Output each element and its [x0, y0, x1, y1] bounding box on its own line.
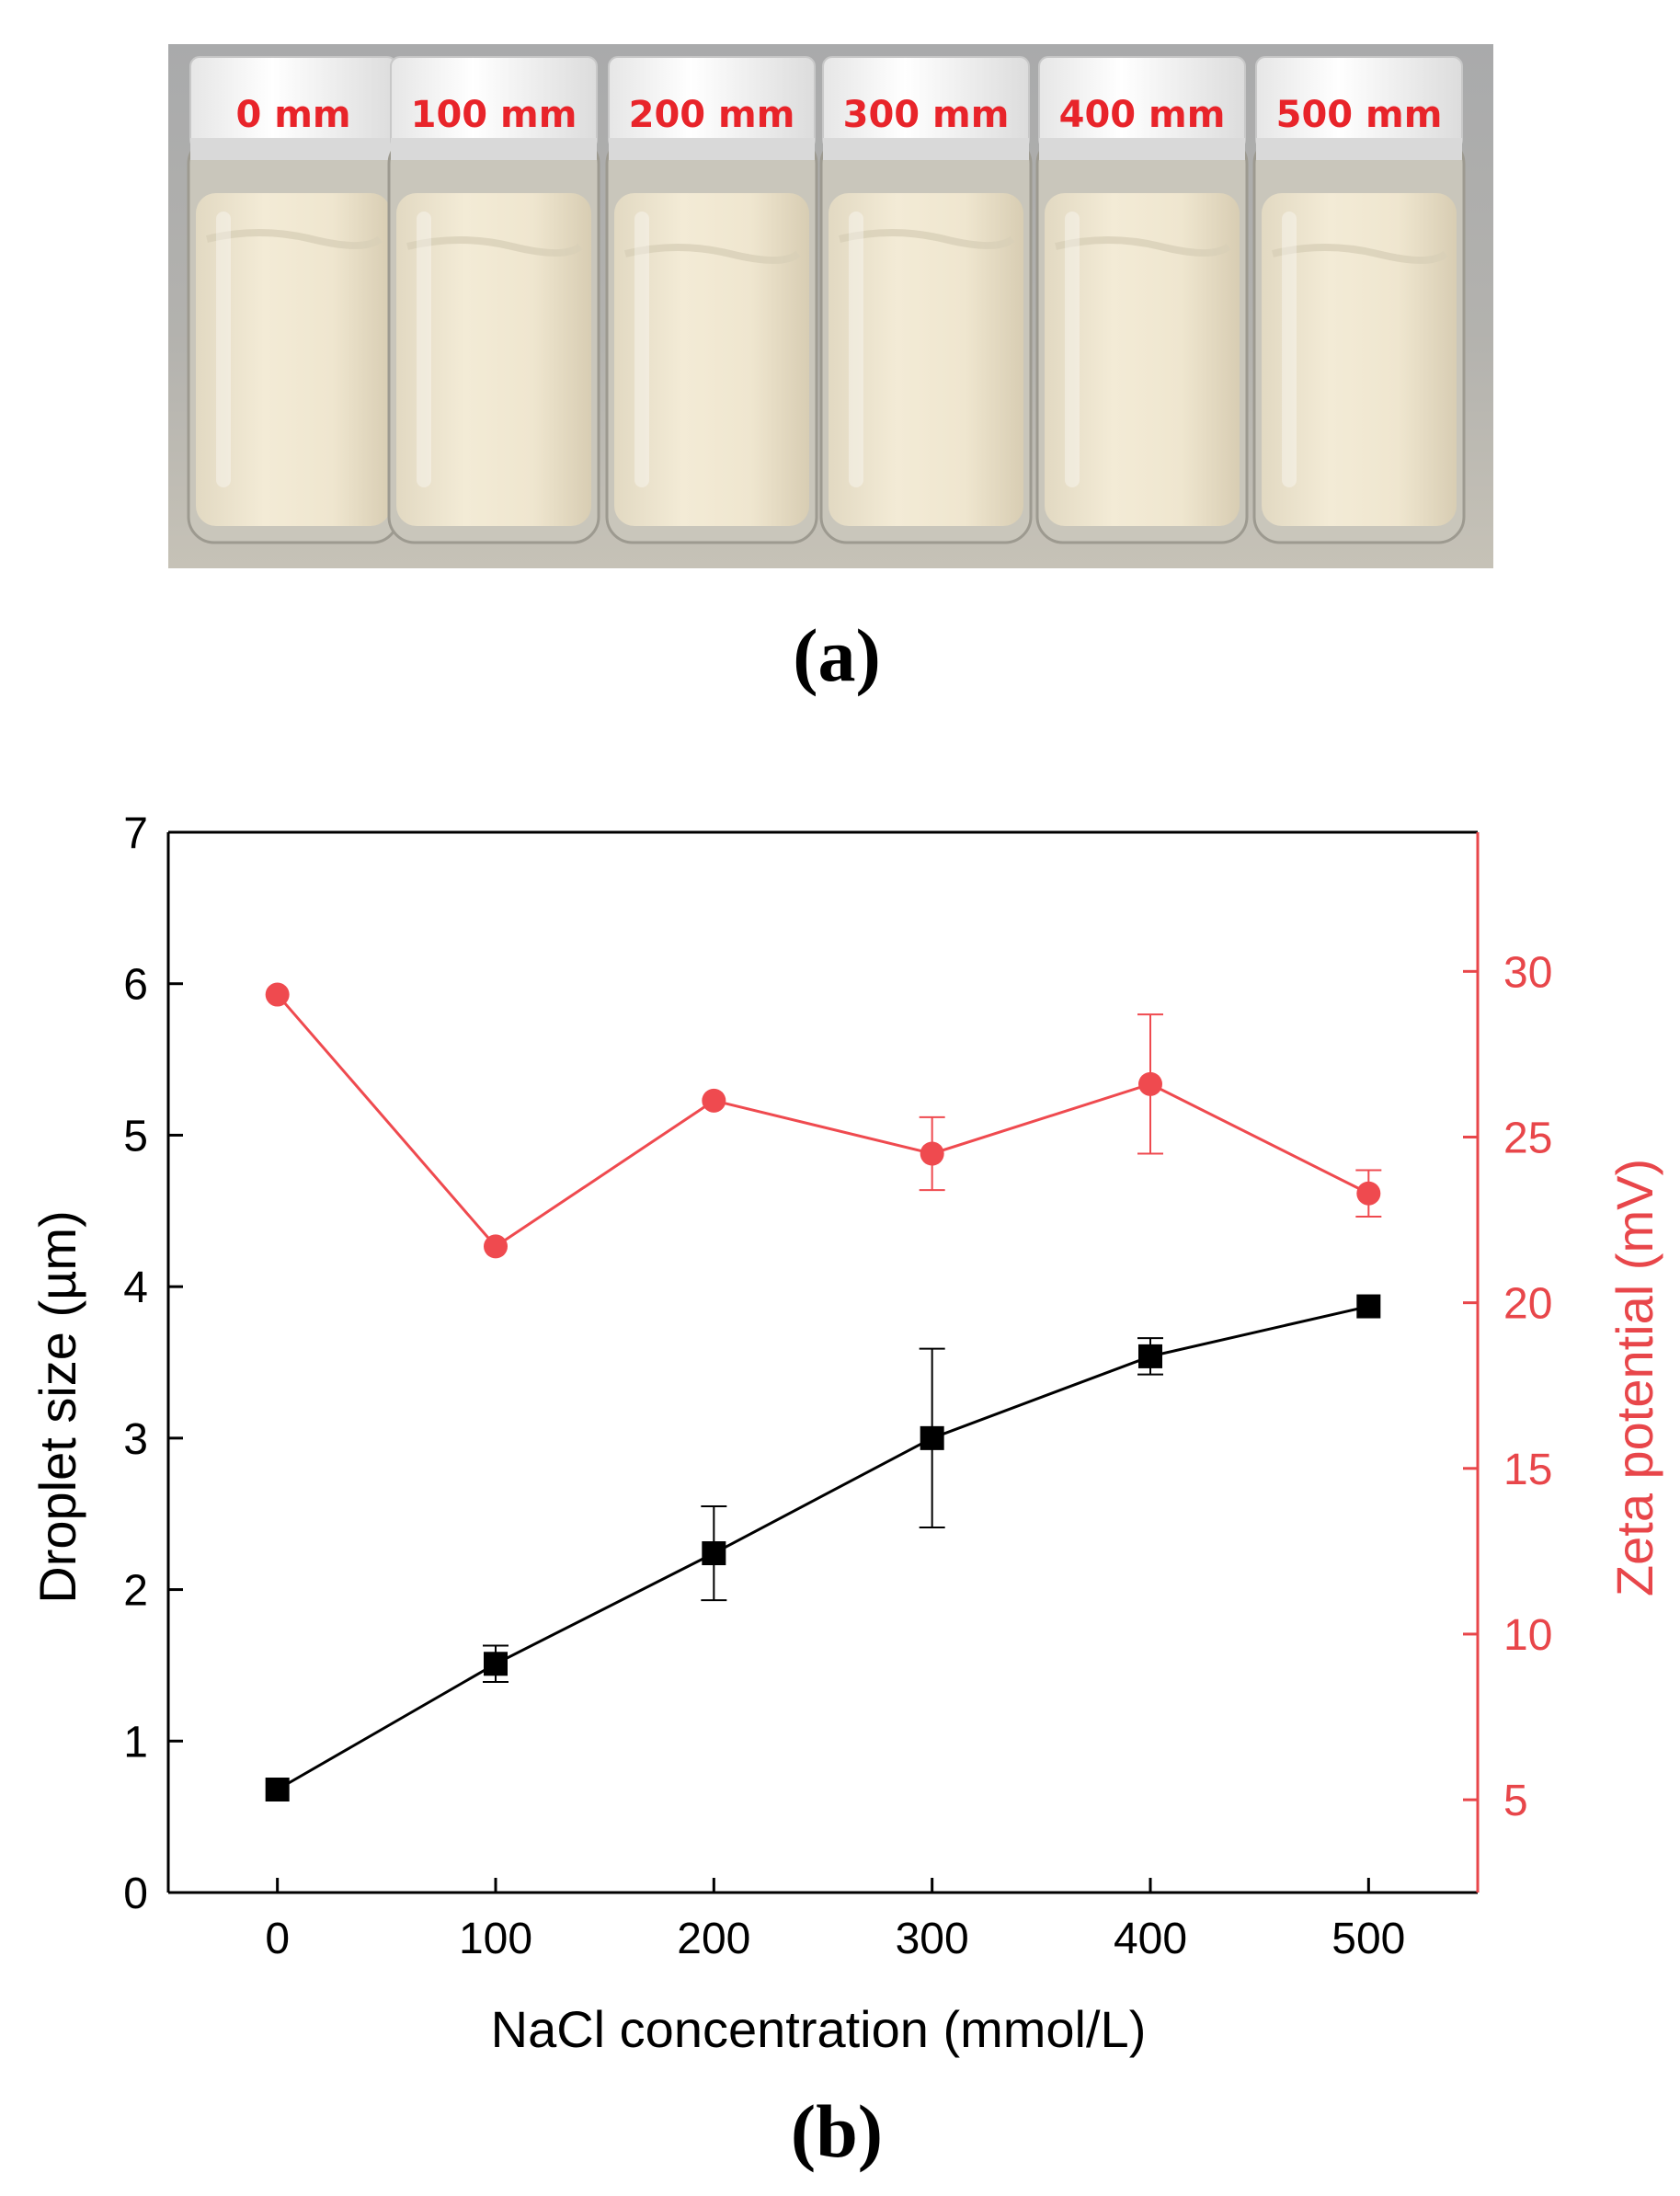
x-tick-label: 100 — [459, 1915, 532, 1963]
y-tick-label-right: 15 — [1503, 1446, 1552, 1494]
vial-highlight — [1282, 212, 1297, 487]
vial-label: 0 mm — [235, 94, 350, 136]
data-point — [1138, 1344, 1162, 1368]
vial: 400 mm — [1035, 56, 1249, 544]
series-line — [276, 1305, 1369, 1791]
vial-label: 300 mm — [843, 94, 1010, 136]
vial-neck — [190, 138, 396, 160]
vial-cream-layer — [206, 229, 383, 249]
vial-group: 0 mm 100 mm 200 mm 300 mm 400 mm 500 mm — [187, 56, 1466, 544]
data-point — [265, 1777, 290, 1801]
y-tick-label-right: 25 — [1503, 1114, 1552, 1162]
vial-cream-layer — [1055, 236, 1231, 257]
plot-area: 0 100 200 300 400 500 0 1 2 3 4 5 6 7 5 10 15 20 25 30 — [123, 809, 1552, 1963]
data-point — [702, 1541, 726, 1566]
vial-cream-layer — [839, 229, 1015, 249]
vial-label: 500 mm — [1276, 94, 1443, 136]
vial-label: 400 mm — [1059, 94, 1226, 136]
y-axis-title-right: Zeta potential (mV) — [1606, 1159, 1663, 1596]
data-point — [1356, 1294, 1381, 1319]
data-point — [265, 982, 290, 1007]
vial-neck — [609, 138, 815, 160]
x-axis-title: NaCl concentration (mmol/L) — [491, 2000, 1147, 2058]
vial-neck — [1039, 138, 1245, 160]
vial-neck — [1256, 138, 1462, 160]
y-tick-label-right: 20 — [1503, 1280, 1552, 1329]
x-tick-label: 500 — [1331, 1915, 1405, 1963]
y-tick-label-left: 7 — [123, 809, 148, 858]
vial: 0 mm — [187, 56, 400, 544]
vial-highlight — [216, 212, 231, 487]
data-point — [1138, 1071, 1162, 1096]
series-line — [276, 993, 1370, 1249]
vial-emulsion — [396, 193, 591, 526]
data-point — [484, 1652, 508, 1676]
y-tick-label-right: 5 — [1503, 1777, 1528, 1825]
panel-label-a: (a) — [793, 613, 881, 697]
vial: 500 mm — [1252, 56, 1466, 544]
y-tick-label-right: 30 — [1503, 948, 1552, 997]
y-tick-label-left: 4 — [123, 1264, 148, 1312]
vial-emulsion — [829, 193, 1023, 526]
series-zeta-potential — [265, 982, 1382, 1259]
photo-panel: 0 mm 100 mm 200 mm 300 mm 400 mm 500 mm (a) — [168, 44, 1493, 697]
vial: 300 mm — [819, 56, 1033, 544]
y-tick-label-left: 1 — [123, 1718, 148, 1767]
vial-highlight — [417, 212, 431, 487]
data-point — [920, 1425, 944, 1450]
vial-highlight — [634, 212, 649, 487]
data-point — [484, 1234, 508, 1259]
data-point — [920, 1141, 944, 1166]
vial: 100 mm — [387, 56, 600, 544]
vial: 200 mm — [605, 56, 818, 544]
x-tick-label: 0 — [265, 1915, 290, 1963]
vial-neck — [823, 138, 1029, 160]
y-tick-label-left: 2 — [123, 1567, 148, 1616]
vial-cream-layer — [406, 236, 583, 257]
y-tick-label-left: 0 — [123, 1870, 148, 1918]
data-point — [1356, 1181, 1381, 1206]
vial-emulsion — [614, 193, 809, 526]
y-tick-label-left: 5 — [123, 1112, 148, 1161]
y-tick-label-right: 10 — [1503, 1611, 1552, 1660]
y-tick-label-left: 6 — [123, 961, 148, 1010]
data-point — [702, 1088, 726, 1113]
vial-emulsion — [196, 193, 391, 526]
vial-neck — [391, 138, 597, 160]
y-tick-label-left: 3 — [123, 1415, 148, 1464]
vial-cream-layer — [624, 244, 801, 264]
vial-label: 100 mm — [411, 94, 577, 136]
panel-label-b: (b) — [791, 2089, 883, 2173]
vial-label: 200 mm — [629, 94, 795, 136]
vial-emulsion — [1262, 193, 1457, 526]
x-tick-label: 400 — [1114, 1915, 1187, 1963]
vial-highlight — [849, 212, 863, 487]
series-droplet-size — [265, 1294, 1381, 1801]
x-tick-label: 300 — [896, 1915, 969, 1963]
chart-panel: 0 100 200 300 400 500 0 1 2 3 4 5 6 7 5 10 15 20 25 30 NaCl… — [29, 809, 1663, 2173]
x-tick-label: 200 — [677, 1915, 750, 1963]
vial-cream-layer — [1272, 244, 1448, 264]
y-axis-title-left: Droplet size (µm) — [29, 1210, 86, 1603]
vial-emulsion — [1045, 193, 1240, 526]
vial-highlight — [1065, 212, 1080, 487]
